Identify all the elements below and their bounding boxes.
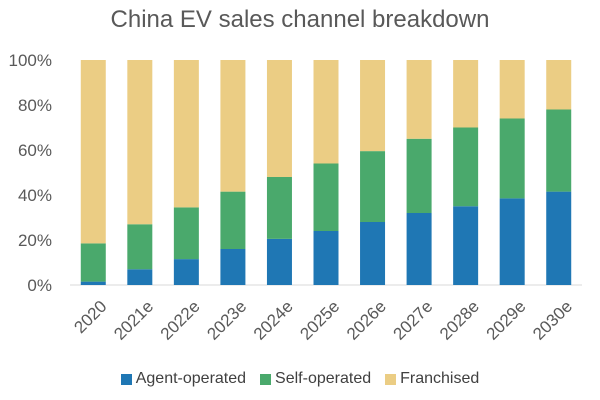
x-tick-label: 2023e [203,297,250,344]
x-tick-label: 2028e [436,297,483,344]
bar-segment-franchised [313,60,339,164]
bar-segment-agent-operated [406,213,432,285]
bar-segment-self-operated [313,163,339,231]
y-tick-label: 80% [18,96,52,115]
bar-segment-agent-operated [453,206,479,285]
bar-segment-franchised [546,60,572,110]
bar-segment-self-operated [266,177,292,239]
bar-segment-self-operated [127,224,153,270]
bar-segment-agent-operated [546,191,572,285]
legend-label: Agent-operated [135,370,247,387]
x-tick-label: 2029e [483,297,530,344]
bar-segment-agent-operated [80,281,106,285]
y-tick-label: 60% [18,141,52,160]
bar-segment-self-operated [546,109,572,192]
x-tick-label: 2021e [110,297,157,344]
legend-swatch [385,373,397,385]
x-tick-label: 2024e [250,297,297,344]
y-tick-label: 0% [27,276,52,295]
legend-item: Agent-operated [120,370,247,388]
y-tick-label: 100% [9,51,52,70]
bar-segment-self-operated [173,207,199,260]
chart-title: China EV sales channel breakdown [110,6,490,33]
bar-segment-franchised [127,60,153,225]
bar-segment-franchised [499,60,525,119]
bar-segment-franchised [173,60,199,208]
bar-segment-self-operated [220,191,246,249]
bar-segment-franchised [453,60,479,128]
bar-segment-agent-operated [313,231,339,285]
bar-segment-franchised [266,60,292,177]
bar-segment-agent-operated [127,269,153,285]
x-tick-label: 2026e [343,297,390,344]
bar-segment-agent-operated [360,222,386,285]
x-tick-label: 2020 [70,297,110,337]
bar-segment-franchised [80,60,106,244]
bar-segment-franchised [360,60,386,152]
bar-segment-self-operated [499,118,525,199]
legend-label: Self-operated [275,370,372,387]
legend-swatch [260,373,272,385]
bar-segment-franchised [406,60,432,139]
y-tick-label: 20% [18,231,52,250]
y-tick-label: 40% [18,186,52,205]
bar-segment-franchised [220,60,246,192]
bar-segment-self-operated [80,243,106,282]
bar-segment-self-operated [406,138,432,213]
bar-segment-agent-operated [266,238,292,285]
legend-label: Franchised [400,370,480,387]
x-tick-label: 2030e [529,297,576,344]
bar-segment-agent-operated [220,249,246,285]
legend-swatch [120,373,132,385]
bar-segment-agent-operated [499,198,525,285]
legend-item: Franchised [385,370,479,388]
bar-segment-self-operated [453,127,479,207]
bar-segment-agent-operated [173,259,199,285]
x-tick-label: 2027e [390,297,437,344]
bar-segment-self-operated [360,151,386,222]
legend-item: Self-operated [260,370,371,388]
x-tick-label: 2022e [157,297,204,344]
chart-legend: Agent-operated Self-operated Franchised [0,370,600,388]
x-tick-label: 2025e [296,297,343,344]
